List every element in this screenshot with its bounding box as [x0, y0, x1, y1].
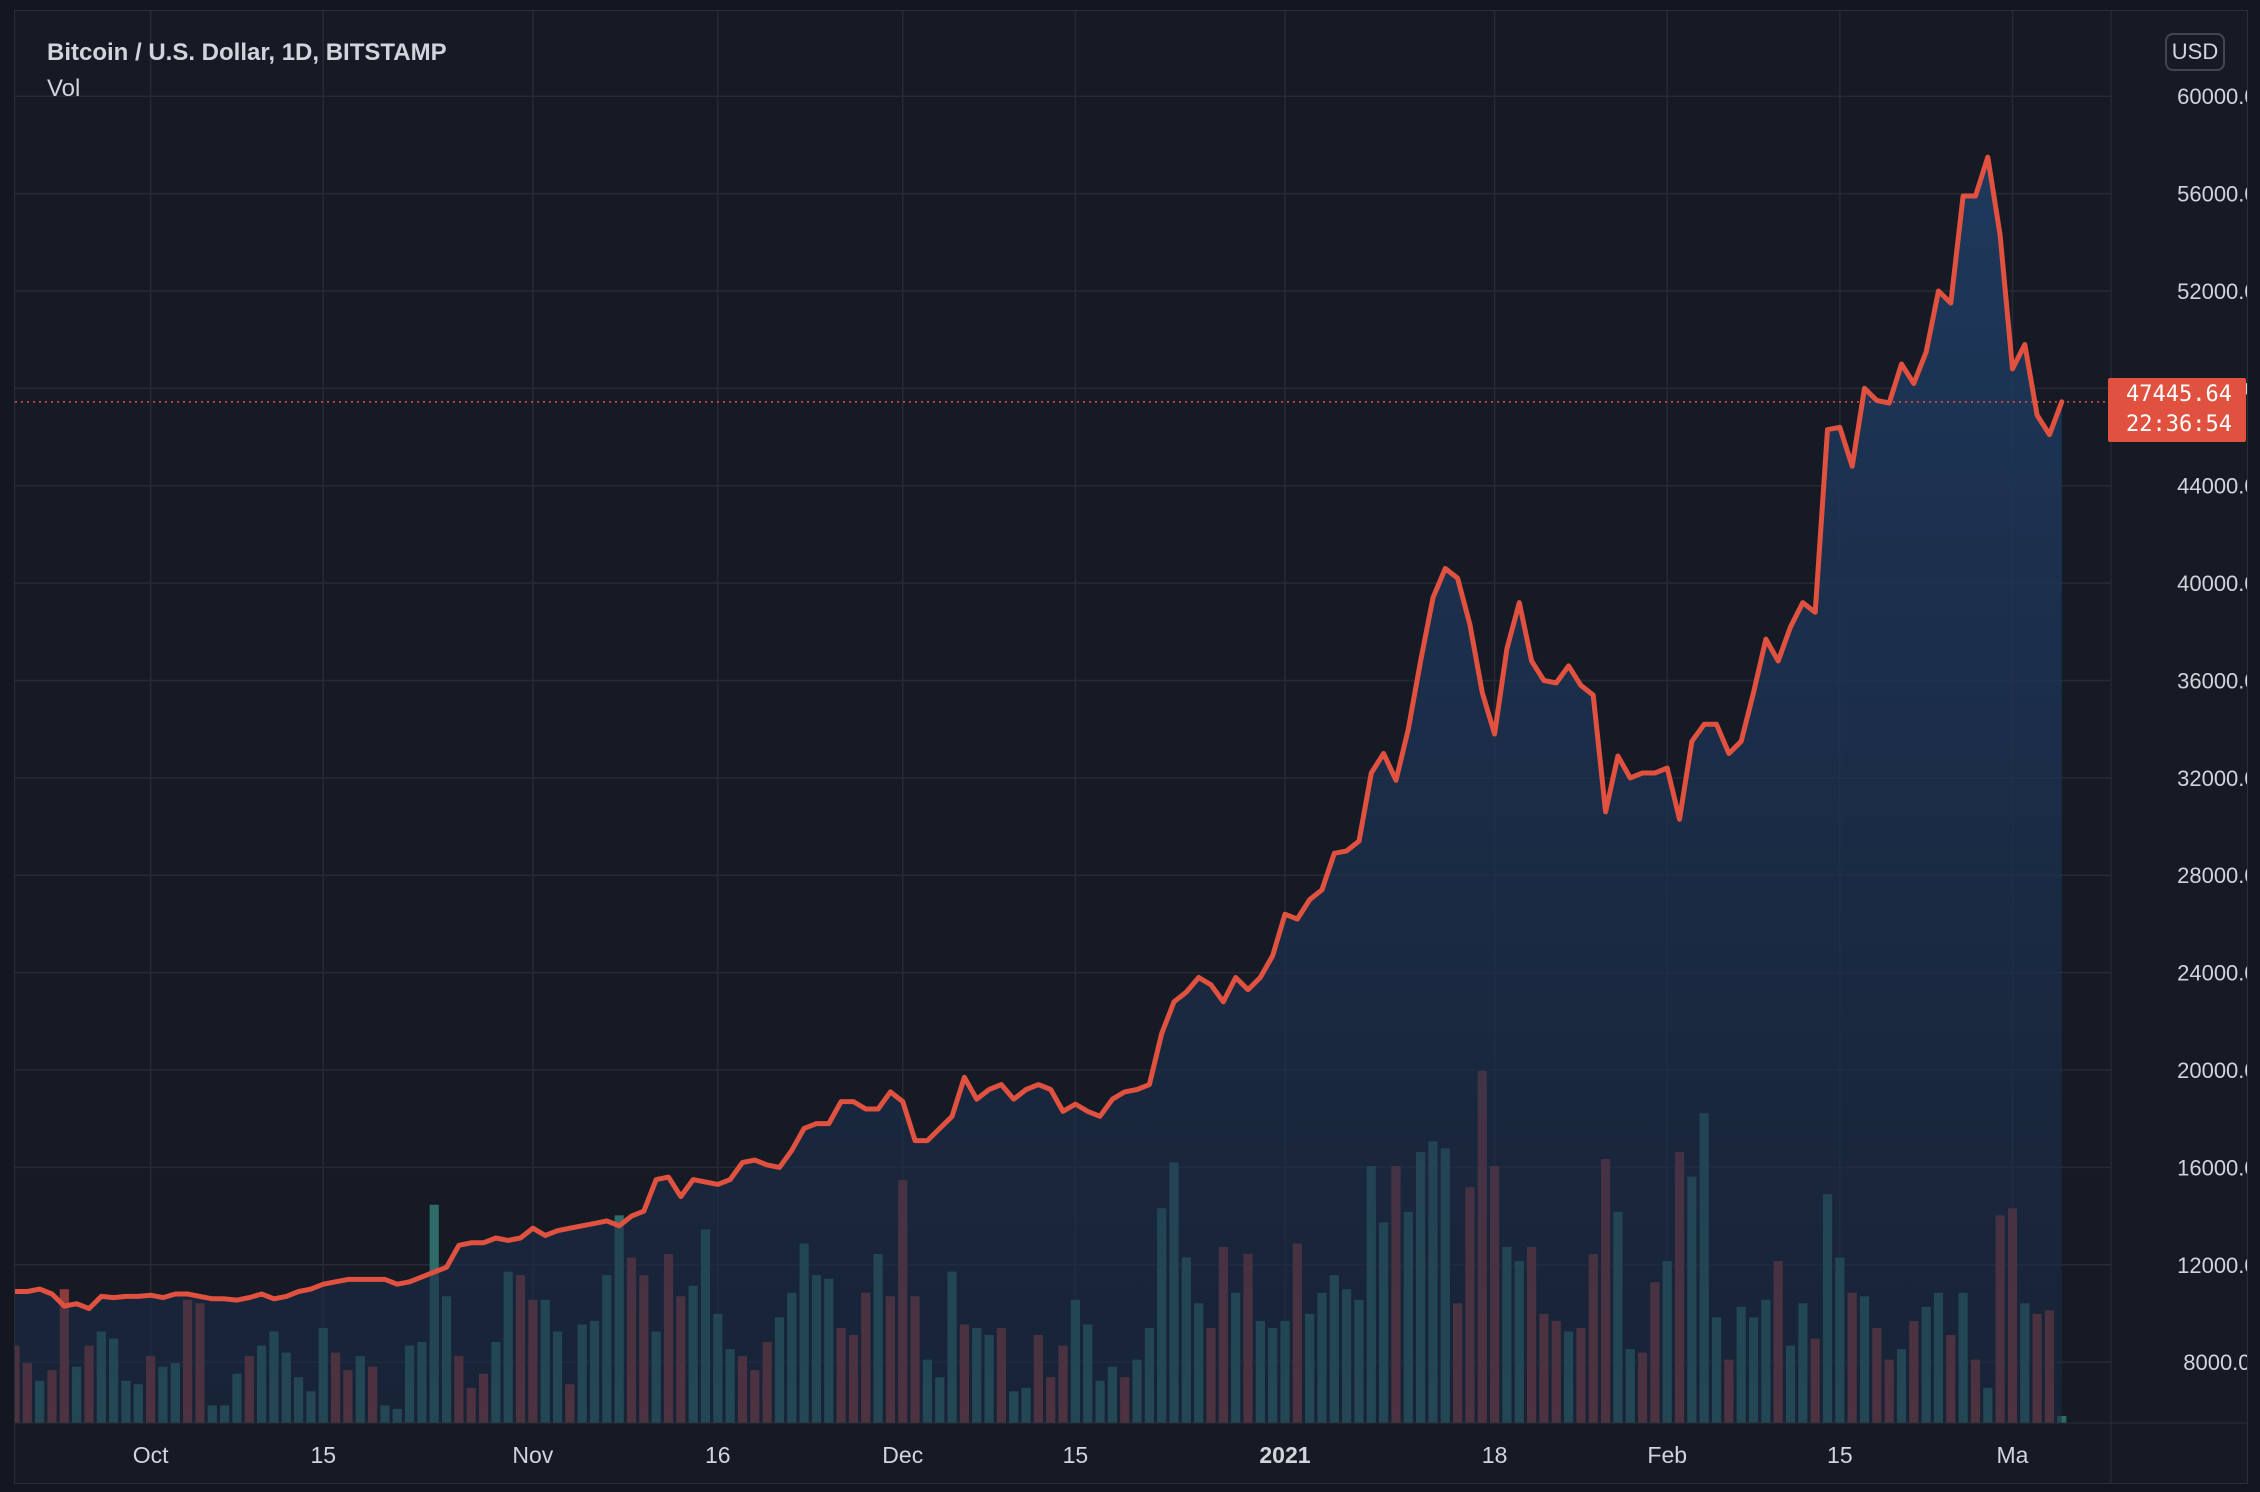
price-chart[interactable]: 60000.0056000.0052000.0048000.0044000.00… [15, 11, 2247, 1483]
symbol-title[interactable]: Bitcoin / U.S. Dollar, 1D, BITSTAMP [47, 39, 447, 66]
y-tick-label: 20000.00 [2177, 1058, 2247, 1083]
y-tick-label: 28000.00 [2177, 863, 2247, 888]
x-tick-label: Dec [882, 1442, 923, 1468]
y-tick-label: 8000.00 [2183, 1350, 2247, 1375]
price-line [15, 154, 2065, 1312]
x-tick-label: 18 [1482, 1442, 1508, 1468]
y-tick-label: 40000.00 [2177, 571, 2247, 596]
y-tick-label: 60000.00 [2177, 84, 2247, 109]
time-axis[interactable]: Oct 15 Nov 16 Dec 15 2021 18 Feb 15 Ma [133, 1442, 2029, 1468]
y-tick-label: 32000.00 [2177, 766, 2247, 791]
last-price-value: 47445.64 [2126, 382, 2232, 407]
y-tick-label: 12000.00 [2177, 1253, 2247, 1278]
volume-label[interactable]: Vol [47, 75, 81, 102]
price-area [15, 157, 2062, 1424]
price-axis[interactable]: 60000.0056000.0052000.0048000.0044000.00… [2177, 84, 2247, 1375]
x-tick-label: 2021 [1259, 1442, 1310, 1468]
x-tick-label: 16 [705, 1442, 731, 1468]
x-tick-label: Oct [133, 1442, 169, 1468]
x-tick-label: Nov [512, 1442, 553, 1468]
y-tick-label: 56000.00 [2177, 182, 2247, 207]
y-tick-label: 44000.00 [2177, 474, 2247, 499]
chart-frame: 60000.0056000.0052000.0048000.0044000.00… [14, 10, 2248, 1484]
currency-button[interactable]: USD [2165, 33, 2225, 71]
x-tick-label: Ma [1996, 1442, 2028, 1468]
x-tick-label: Feb [1647, 1442, 1687, 1468]
y-tick-label: 36000.00 [2177, 668, 2247, 693]
y-tick-label: 24000.00 [2177, 961, 2247, 986]
countdown-timer: 22:36:54 [2126, 412, 2232, 437]
y-tick-label: 52000.00 [2177, 279, 2247, 304]
x-tick-label: 15 [1827, 1442, 1853, 1468]
y-tick-label: 16000.00 [2177, 1155, 2247, 1180]
x-tick-label: 15 [310, 1442, 336, 1468]
x-tick-label: 15 [1063, 1442, 1089, 1468]
last-price-tag: 47445.64 22:36:54 [2108, 378, 2246, 442]
